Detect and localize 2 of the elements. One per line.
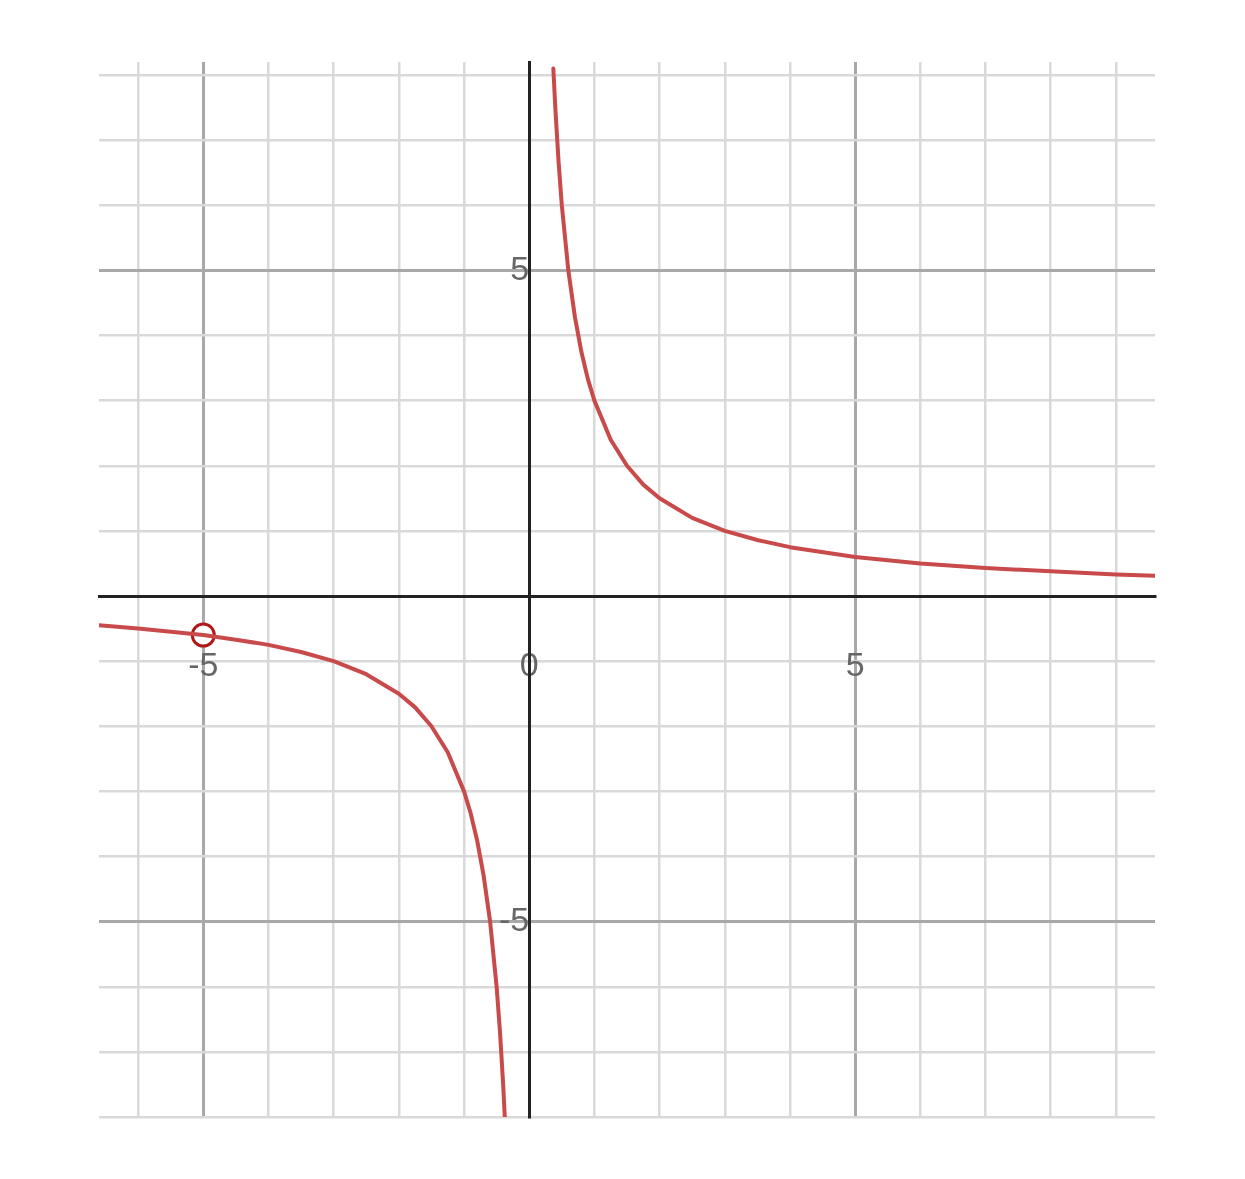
x-tick-label: 5: [845, 644, 865, 683]
x-tick-label: -5: [188, 644, 219, 683]
